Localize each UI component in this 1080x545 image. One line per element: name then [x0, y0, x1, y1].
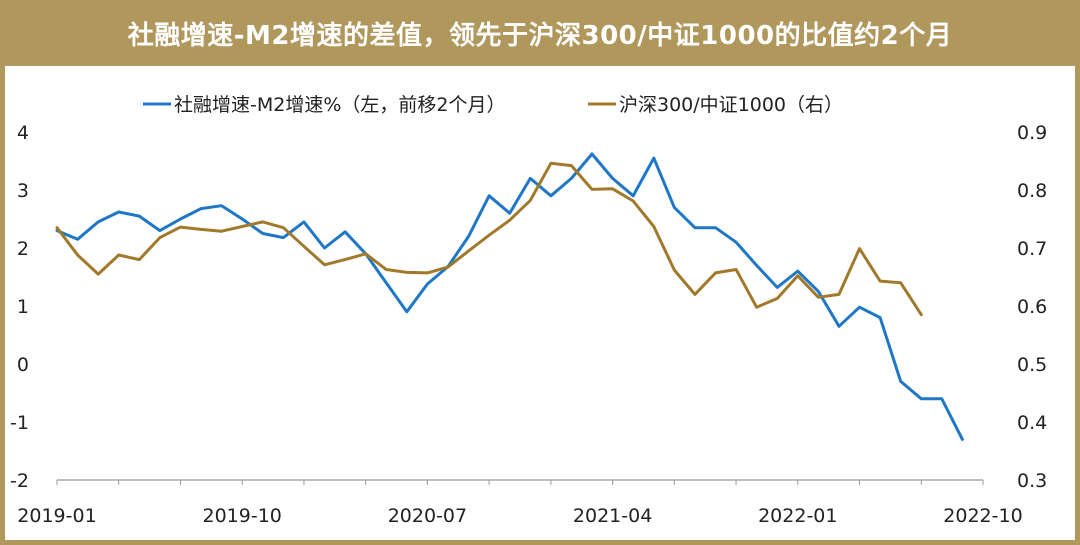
y-left-tick-label: -2: [10, 470, 29, 492]
y-right-tick-label: 0.3: [1017, 470, 1047, 492]
title-bar: 社融增速-M2增速的差值，领先于沪深300/中证1000的比值约2个月: [0, 0, 1080, 66]
y-right-tick-label: 0.8: [1017, 180, 1047, 202]
y-left-tick-label: 1: [17, 296, 29, 318]
line-chart: 2019-01 2019-10 2020-07 2021-04 2022-01 2022-…: [10, 94, 1047, 527]
y-left-tick-label: -1: [10, 412, 29, 434]
y-right-tick-label: 0.9: [1017, 122, 1047, 144]
y-right-tick-label: 0.5: [1017, 354, 1047, 376]
y-left-tick-label: 4: [17, 122, 29, 144]
chart-title: 社融增速-M2增速的差值，领先于沪深300/中证1000的比值约2个月: [127, 20, 953, 51]
y-left-tick-label: 3: [17, 180, 29, 202]
x-tick-label: 2021-04: [573, 505, 652, 527]
x-tick-label: 2019-01: [17, 505, 96, 527]
series-line-tsf-m2-spread: [55, 152, 964, 441]
legend-label-tsf-m2-spread: 社融增速-M2增速%（左，前移2个月）: [174, 94, 505, 116]
legend-label-csi300-csi1000-ratio: 沪深300/中证1000（右）: [619, 94, 843, 116]
x-tick-label: 2019-10: [203, 505, 282, 527]
series-line-csi300-csi1000-ratio: [55, 161, 923, 317]
y-right-tick-label: 0.4: [1017, 412, 1047, 434]
y-right-tick-label: 0.7: [1017, 238, 1047, 260]
x-tick-label: 2022-01: [758, 505, 837, 527]
plot-panel: 2019-01 2019-10 2020-07 2021-04 2022-01 2022-…: [5, 66, 1075, 540]
x-tick-label: 2022-10: [943, 505, 1022, 527]
y-left-tick-label: 0: [17, 354, 29, 376]
y-right-tick-label: 0.6: [1017, 296, 1047, 318]
x-tick-label: 2020-07: [388, 505, 467, 527]
y-left-tick-label: 2: [17, 238, 29, 260]
